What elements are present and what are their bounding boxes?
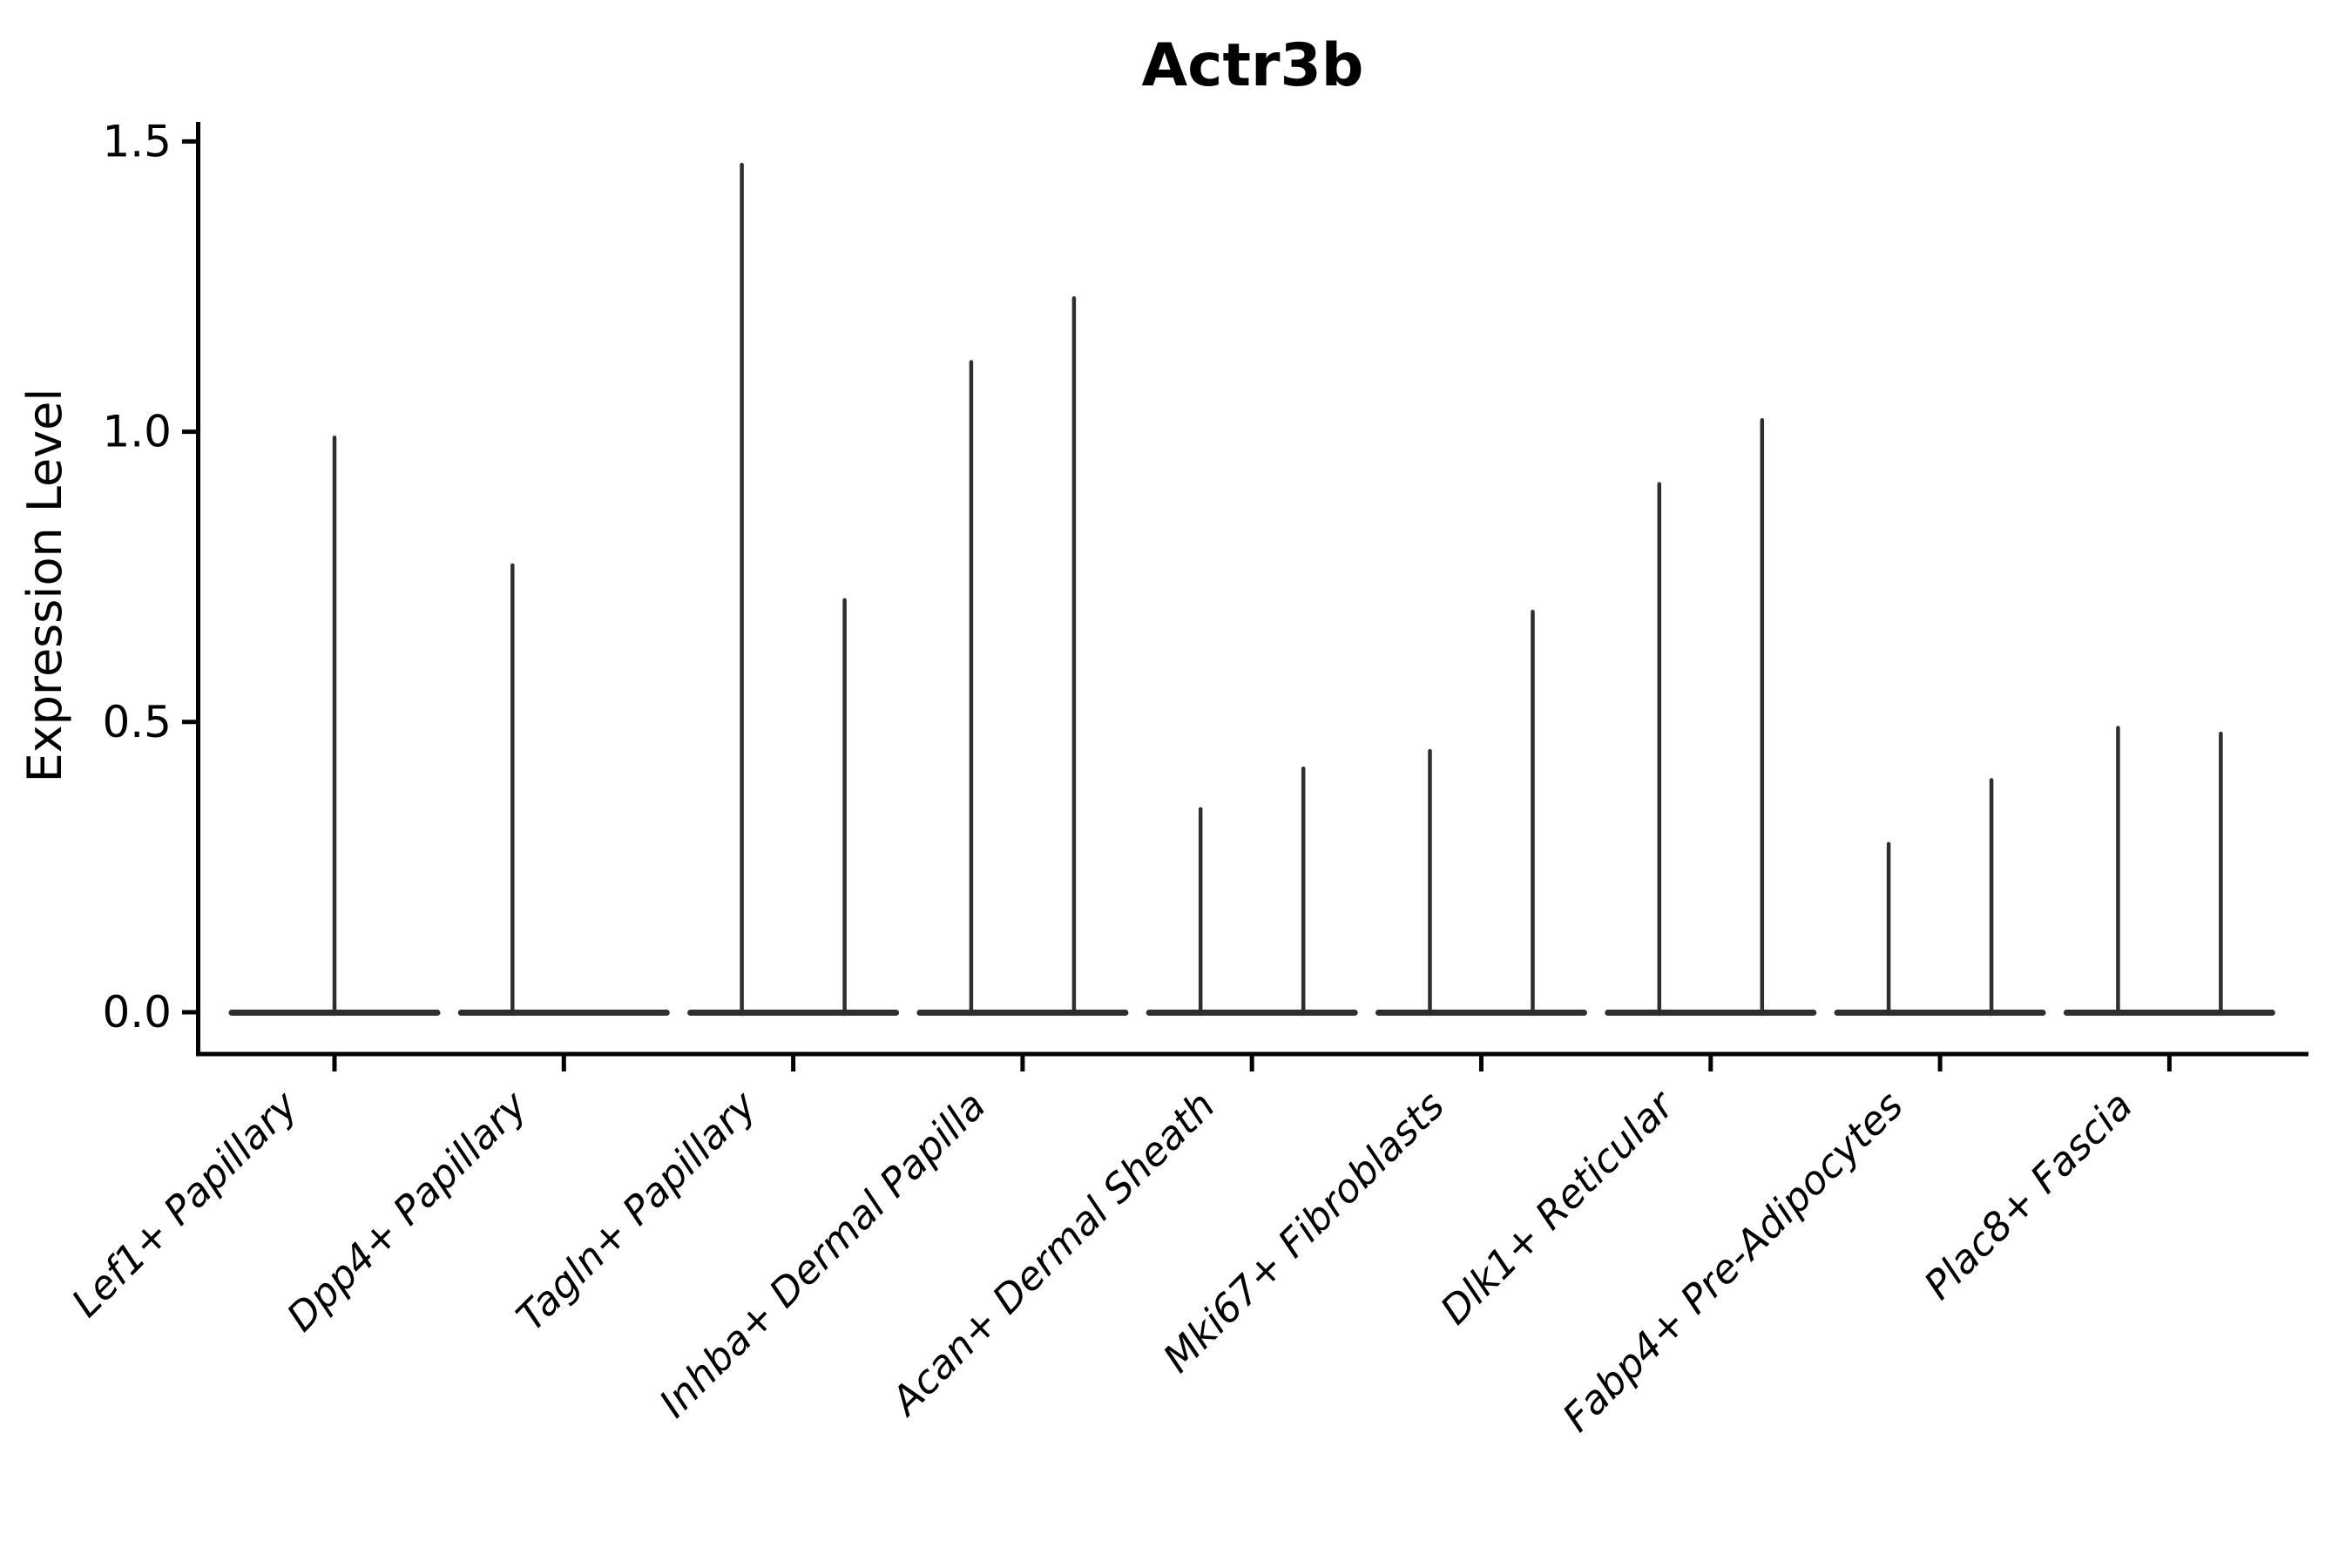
x-tick-label: Dpp4+ Papillary xyxy=(278,1081,537,1340)
y-tick-label: 0.5 xyxy=(102,697,172,747)
x-tick-label: Dlk1+ Reticular xyxy=(1431,1081,1684,1334)
x-tick-label: Plac8+ Fascia xyxy=(1915,1082,2141,1308)
y-tick-label: 1.0 xyxy=(102,407,172,457)
y-tick-label: 0.0 xyxy=(102,987,172,1037)
y-tick-label: 1.5 xyxy=(102,116,172,166)
x-tick-label: Tagln+ Papillary xyxy=(507,1081,766,1340)
chart-title: Actr3b xyxy=(1142,31,1364,100)
x-tick-label: Lef1+ Papillary xyxy=(63,1081,308,1326)
y-axis-label: Expression Level xyxy=(17,389,72,783)
